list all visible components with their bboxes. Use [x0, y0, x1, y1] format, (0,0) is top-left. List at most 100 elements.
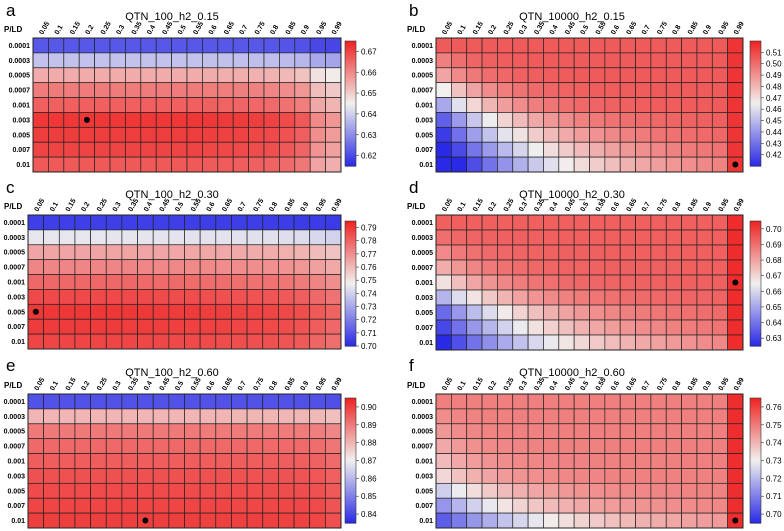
heatmap-cell [604, 229, 621, 246]
heatmap-cell [152, 274, 170, 290]
colorbar-segment [750, 420, 761, 424]
heatmap-cell [94, 112, 111, 128]
heatmap-cell [696, 497, 713, 514]
colorbar-tick-label: 0.71 [766, 492, 782, 501]
heatmap-cell [711, 67, 728, 84]
heatmap-panel-b: b QTN_10000_h2_0.15P/LD 0.05 0.1 0.15 0.2 0.25… [407, 1, 782, 173]
heatmap-cell [231, 259, 248, 275]
heatmap-cell [202, 156, 219, 173]
heatmap-cell [696, 67, 713, 84]
colorbar-segment [750, 246, 761, 249]
heatmap-cell [665, 289, 682, 306]
heatmap-cell [215, 408, 232, 425]
heatmap-cell [263, 67, 280, 84]
colorbar-segment [750, 109, 761, 113]
x-tick-label: 0.05 [33, 198, 46, 213]
colorbar-segment [750, 495, 761, 499]
panel-title: QTN_10000_h2_0.15 [519, 11, 625, 23]
y-tick-label: 0.005 [415, 310, 433, 317]
heatmap-cell [27, 259, 44, 275]
heatmap-cell [125, 112, 142, 128]
heatmap-cell [558, 289, 575, 306]
heatmap-cell [558, 97, 575, 113]
heatmap-cell [248, 67, 265, 84]
x-tick-label: 0.3 [112, 201, 123, 213]
heatmap-cell [558, 67, 575, 84]
heatmap-cell [619, 512, 636, 529]
heatmap-cell [27, 497, 44, 514]
colorbar-segment [750, 151, 761, 155]
heatmap-cell [696, 334, 713, 351]
heatmap-cell [604, 393, 621, 410]
colorbar-segment [345, 285, 356, 289]
heatmap-cell [168, 393, 185, 410]
heatmap-cell [168, 512, 185, 529]
colorbar-segment [750, 132, 761, 136]
x-tick-label: 0.15 [65, 377, 78, 392]
heatmap-cell [543, 67, 560, 84]
heatmap-cell [94, 37, 111, 54]
heatmap-cell [74, 289, 91, 305]
heatmap-cell [152, 512, 170, 529]
heatmap-cell [451, 97, 468, 113]
y-tick-label: 0.0003 [4, 235, 26, 242]
heatmap-cell [604, 408, 621, 425]
heatmap-cell [512, 334, 529, 351]
colorbar-segment [750, 285, 761, 289]
colorbar-segment [750, 53, 761, 57]
heatmap-cell [121, 393, 138, 410]
heatmap-cell [466, 126, 483, 143]
colorbar-tick-label: 0.50 [766, 60, 782, 69]
x-tick-label: 0.85 [285, 21, 298, 36]
heatmap-cell [48, 141, 65, 158]
colorbar-segment [750, 331, 761, 335]
heatmap-cell [527, 438, 544, 454]
heatmap-cell [681, 274, 698, 291]
colorbar-tick-label: 0.71 [361, 329, 377, 338]
heatmap-cell [635, 482, 652, 499]
colorbar-segment [750, 300, 761, 303]
heatmap-cell [650, 423, 667, 440]
y-tick-label: 0.0007 [412, 265, 434, 272]
colorbar-segment [750, 145, 761, 148]
heatmap-cell [665, 82, 682, 98]
heatmap-cell [58, 289, 76, 305]
heatmap-cell [325, 112, 342, 128]
heatmap-cell [155, 37, 172, 54]
heatmap-cell [435, 408, 452, 425]
colorbar-segment [345, 477, 356, 480]
colorbar-segment [345, 55, 356, 59]
heatmap-cell [90, 423, 107, 440]
colorbar-segment [750, 283, 761, 287]
heatmap-cell [497, 408, 514, 425]
colorbar-tick-label: 0.79 [361, 224, 377, 233]
y-tick-label: 0.003 [415, 295, 433, 302]
heatmap-cell [309, 303, 326, 320]
colorbar-segment [750, 122, 761, 125]
heatmap-cell [604, 482, 621, 499]
heatmap-cell [527, 423, 544, 440]
heatmap-cell [125, 67, 142, 84]
heatmap-cell [263, 52, 280, 69]
heatmap-cell [635, 468, 652, 484]
heatmap-cell [512, 259, 529, 276]
colorbar-segment [345, 518, 356, 522]
heatmap-cell [246, 259, 264, 275]
heatmap-cell [231, 333, 248, 350]
colorbar-segment [345, 485, 356, 489]
heatmap-cell [246, 453, 264, 469]
heatmap-cell [63, 141, 80, 158]
colorbar-segment [750, 82, 761, 86]
heatmap-cell [262, 393, 279, 410]
colorbar-segment [345, 159, 356, 163]
colorbar-segment [345, 289, 356, 293]
heatmap-cell [681, 304, 698, 321]
heatmap-cell [497, 141, 514, 158]
colorbar-segment [345, 149, 356, 153]
colorbar-segment [345, 398, 356, 401]
heatmap-cell [78, 67, 95, 84]
colorbar-segment [345, 246, 356, 249]
colorbar-segment [345, 84, 356, 88]
heatmap-cell [293, 453, 311, 469]
heatmap-cell [665, 468, 682, 484]
